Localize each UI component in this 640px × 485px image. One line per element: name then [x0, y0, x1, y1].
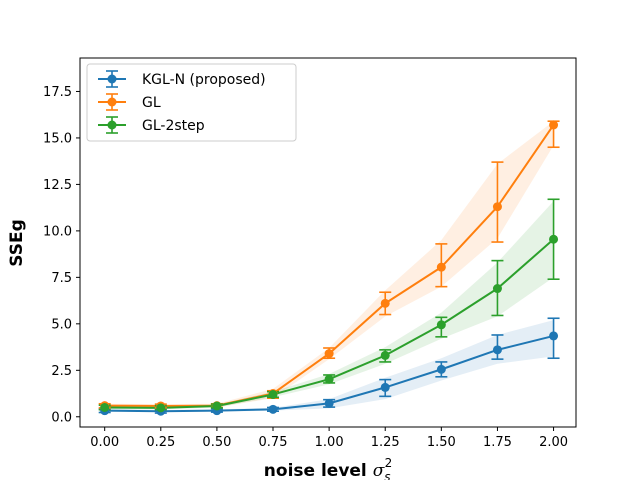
x-tick-label: 0.50 [202, 435, 231, 450]
x-tick-label: 1.00 [315, 435, 344, 450]
legend-marker-kgl-n-proposed [107, 74, 117, 84]
point-kgl-n-proposed [436, 364, 446, 374]
point-gl-2step [212, 401, 222, 411]
x-tick-label: 2.00 [539, 435, 568, 450]
y-tick-label: 10.0 [43, 224, 72, 239]
point-gl-2step [156, 403, 166, 413]
x-axis-ticks: 0.00 0.25 0.50 0.75 1.00 1.25 1.50 1.75 2.00 [90, 427, 568, 450]
x-tick-label: 0.75 [259, 435, 288, 450]
point-gl [492, 202, 502, 212]
point-gl-2step [549, 234, 559, 244]
plot-frame [79, 57, 577, 428]
legend-label-gl: GL [142, 95, 161, 111]
legend-marker-gl-2step [107, 120, 117, 130]
y-axis-label: SSEg [7, 219, 27, 267]
markers [100, 120, 559, 416]
point-gl [549, 120, 559, 130]
point-gl [380, 298, 390, 308]
point-kgl-n-proposed [268, 404, 278, 414]
x-tick-label: 1.50 [427, 435, 456, 450]
point-kgl-n-proposed [549, 331, 559, 341]
legend-label-gl-2step: GL-2step [142, 118, 205, 134]
point-gl [436, 262, 446, 272]
x-tick-label: 1.25 [371, 435, 400, 450]
y-tick-label: 5.0 [51, 317, 72, 332]
y-tick-label: 15.0 [43, 131, 72, 146]
point-kgl-n-proposed [492, 345, 502, 355]
y-tick-label: 7.5 [51, 271, 72, 286]
y-tick-label: 0.0 [51, 410, 72, 425]
band-kgl-n-proposed [104, 320, 554, 413]
y-tick-label: 12.5 [43, 178, 72, 193]
x-tick-label: 1.75 [483, 435, 512, 450]
point-gl-2step [380, 350, 390, 360]
point-gl-2step [436, 320, 446, 330]
legend: KGL-N (proposed) GL GL-2step [86, 63, 297, 142]
point-gl-2step [324, 374, 334, 384]
x-tick-label: 0.25 [146, 435, 175, 450]
y-axis-ticks: 0.0 2.5 5.0 7.5 10.0 12.5 15.0 17.5 [43, 85, 80, 425]
point-gl-2step [100, 402, 110, 412]
point-gl-2step [492, 284, 502, 294]
point-kgl-n-proposed [380, 382, 390, 392]
point-gl-2step [268, 389, 278, 399]
legend-label-kgl-n-proposed: KGL-N (proposed) [142, 72, 266, 88]
band-gl-2step [104, 201, 554, 410]
y-tick-label: 17.5 [43, 85, 72, 100]
x-tick-label: 0.00 [90, 435, 119, 450]
legend-frame [86, 63, 297, 142]
legend-marker-gl [107, 97, 117, 107]
x-axis-label: noise level σs2 [264, 456, 392, 480]
point-gl [324, 349, 334, 359]
y-tick-label: 2.5 [51, 364, 72, 379]
point-kgl-n-proposed [324, 398, 334, 408]
